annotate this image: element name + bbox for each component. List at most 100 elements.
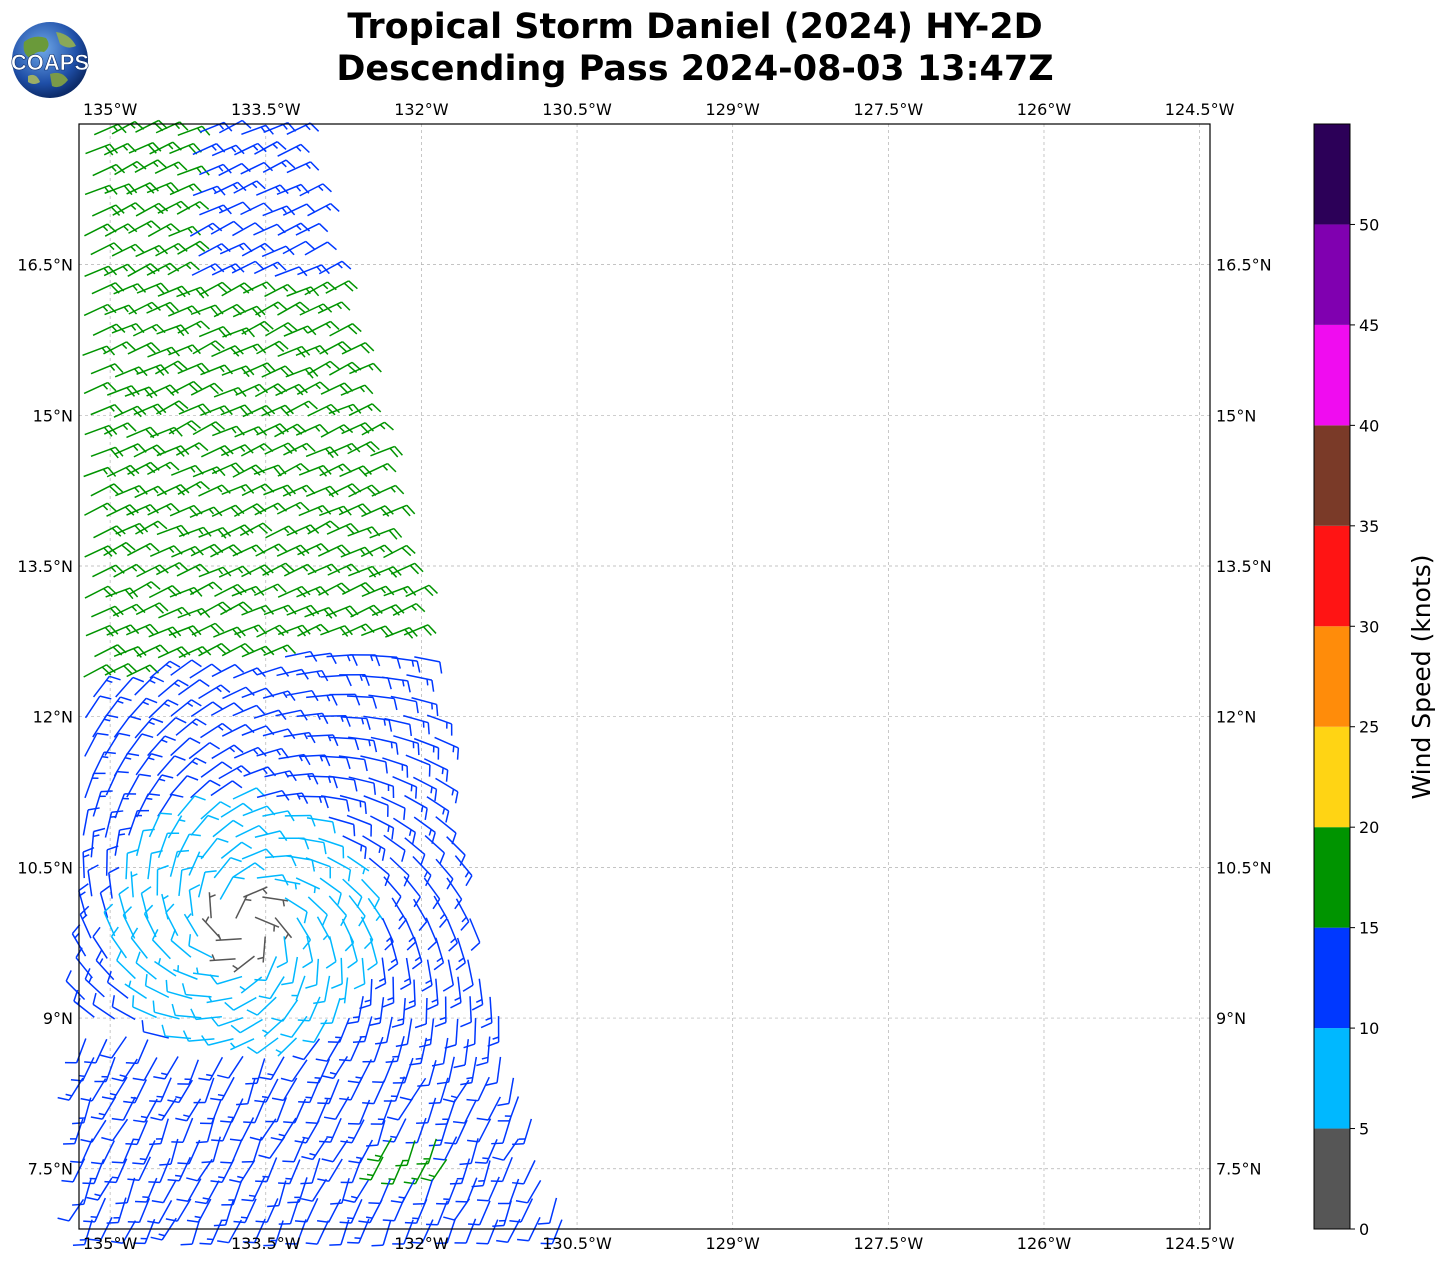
wind-barb	[361, 878, 381, 910]
lon-tick-label-bottom: 129°W	[706, 1234, 761, 1253]
wind-barb	[265, 322, 298, 337]
wind-barb	[101, 1118, 129, 1142]
wind-barb	[176, 1178, 202, 1203]
wind-barb	[405, 584, 439, 598]
wind-barb	[255, 1157, 278, 1183]
wind-barb	[188, 934, 213, 959]
wind-barb	[300, 1178, 328, 1202]
wind-barb	[220, 444, 254, 457]
wind-barb	[416, 1097, 437, 1124]
wind-barb	[331, 957, 343, 989]
wind-barb	[253, 261, 287, 275]
wind-barb	[306, 817, 336, 834]
wind-barb	[274, 266, 308, 277]
wind-barb	[103, 422, 137, 435]
wind-barb	[209, 974, 243, 985]
wind-barb	[339, 1036, 363, 1062]
wind-barb	[222, 686, 255, 700]
wind-barb	[454, 1218, 477, 1244]
wind-barb	[305, 958, 320, 989]
wind-barb	[134, 717, 164, 739]
wind-barb	[383, 544, 416, 559]
wind-barb	[436, 1056, 455, 1085]
wind-barb	[91, 204, 125, 217]
wind-barb	[106, 504, 139, 517]
wind-barb	[176, 563, 210, 577]
wind-barb	[347, 1059, 372, 1084]
wind-barb	[342, 878, 363, 908]
wind-barb	[262, 1018, 284, 1038]
wind-barb	[64, 1038, 87, 1064]
wind-barb	[405, 754, 431, 777]
wind-barb	[417, 1059, 437, 1087]
wind-barb	[283, 442, 316, 456]
wind-barb	[455, 937, 466, 971]
wind-barb	[476, 1036, 491, 1067]
wind-barb	[262, 562, 295, 576]
wind-barb	[78, 883, 89, 916]
wind-barb	[84, 695, 112, 719]
wind-barb	[459, 1138, 479, 1166]
colorbar-bin	[1314, 1028, 1350, 1129]
wind-barb	[404, 794, 428, 821]
wind-barb	[233, 180, 266, 194]
lon-tick-label-bottom: 127.5°W	[854, 1234, 924, 1253]
wind-barb	[342, 835, 367, 859]
wind-barb	[167, 1156, 191, 1182]
wind-barb	[339, 1198, 363, 1224]
wind-barb	[277, 624, 311, 637]
wind-barb	[126, 623, 159, 636]
wind-barb	[104, 696, 132, 719]
wind-barb	[270, 1117, 297, 1141]
wind-barb	[325, 936, 337, 969]
wind-barb	[241, 645, 275, 658]
wind-barb	[134, 676, 165, 696]
wind-barb	[433, 1136, 458, 1161]
wind-barb	[286, 524, 320, 537]
wind-barb	[385, 626, 418, 639]
wind-barb	[190, 779, 221, 799]
wind-barb	[242, 1218, 266, 1244]
wind-barb	[255, 301, 288, 316]
wind-barb	[243, 1098, 266, 1124]
wind-barb	[210, 220, 244, 235]
wind-barb	[152, 1000, 180, 1020]
wind-barb	[134, 159, 168, 173]
wind-barb	[371, 484, 405, 497]
wind-barb	[296, 669, 329, 682]
wind-barb	[420, 1158, 448, 1182]
wind-barb	[127, 1197, 151, 1224]
wind-barb	[133, 1218, 156, 1245]
wind-barb	[404, 1198, 428, 1224]
wind-barb	[84, 223, 117, 237]
wind-barb	[434, 996, 447, 1028]
wind-barb	[455, 1177, 478, 1203]
wind-barb	[154, 161, 188, 175]
wind-barb	[381, 917, 394, 951]
wind-barb	[256, 874, 289, 886]
wind-barb	[292, 1038, 321, 1061]
wind-barb	[221, 642, 255, 657]
wind-barb	[476, 1176, 500, 1202]
wind-barb	[382, 1118, 407, 1143]
wind-barb	[125, 733, 154, 756]
wind-barb	[363, 715, 393, 732]
wind-barb	[188, 851, 205, 876]
wind-barb	[361, 585, 395, 598]
wind-barb	[274, 878, 301, 890]
wind-barb	[151, 1179, 177, 1204]
wind-barb	[198, 1056, 224, 1081]
wind-barb	[83, 381, 117, 395]
wind-barb	[233, 503, 267, 518]
wind-barb	[111, 1096, 136, 1121]
wind-barb	[213, 303, 247, 318]
wind-barb	[274, 917, 293, 940]
wind-barb	[92, 926, 108, 959]
wind-barb	[382, 504, 416, 517]
wind-barb	[210, 780, 243, 797]
wind-barb	[219, 242, 253, 255]
wind-barb	[295, 344, 329, 356]
wind-barb	[229, 1117, 255, 1142]
wind-barb	[471, 978, 484, 1011]
wind-barb	[154, 360, 188, 375]
